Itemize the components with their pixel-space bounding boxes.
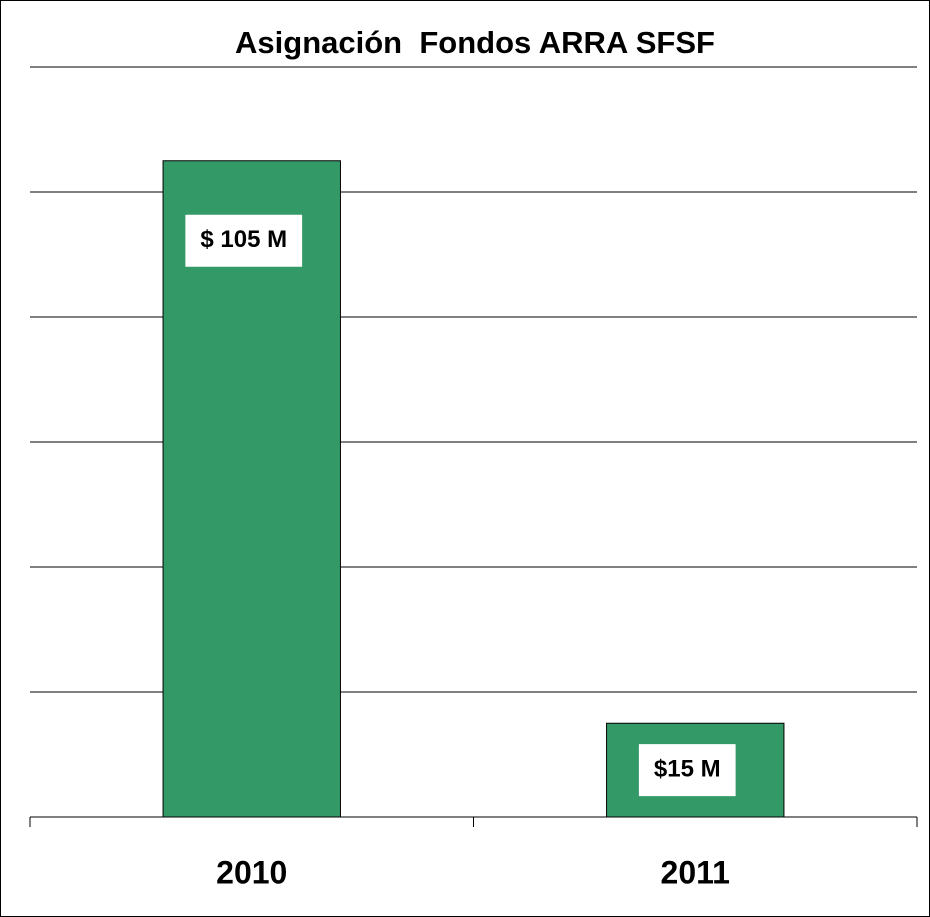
x-tick-label: 2010 <box>216 854 287 890</box>
value-label-box <box>185 214 303 267</box>
bar <box>162 160 341 818</box>
value-label: $ 105 M <box>200 226 287 253</box>
value-label: $15 M <box>654 755 721 782</box>
value-label-box <box>638 744 736 797</box>
x-tick-label: 2011 <box>661 854 730 890</box>
chart-title: Asignación Fondos ARRA SFSF <box>235 25 715 60</box>
